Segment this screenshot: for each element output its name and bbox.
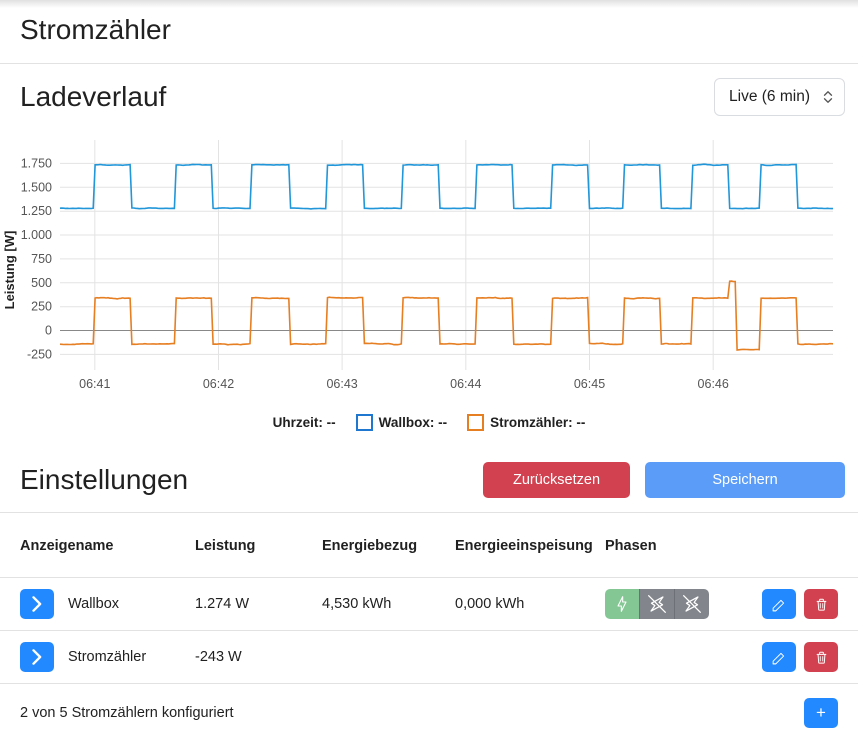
svg-text:750: 750 — [31, 252, 52, 266]
svg-text:06:41: 06:41 — [79, 377, 110, 391]
svg-text:500: 500 — [31, 276, 52, 290]
svg-text:250: 250 — [31, 300, 52, 314]
svg-text:06:46: 06:46 — [698, 377, 729, 391]
svg-text:0: 0 — [45, 324, 52, 338]
svg-text:1.000: 1.000 — [21, 228, 52, 242]
svg-text:06:44: 06:44 — [450, 377, 481, 391]
svg-text:-250: -250 — [27, 347, 52, 361]
svg-text:06:42: 06:42 — [203, 377, 234, 391]
svg-text:Leistung [W]: Leistung [W] — [2, 231, 17, 310]
svg-text:06:45: 06:45 — [574, 377, 605, 391]
svg-text:1.750: 1.750 — [21, 156, 52, 170]
svg-text:1.250: 1.250 — [21, 204, 52, 218]
svg-text:1.500: 1.500 — [21, 180, 52, 194]
svg-text:06:43: 06:43 — [326, 377, 357, 391]
